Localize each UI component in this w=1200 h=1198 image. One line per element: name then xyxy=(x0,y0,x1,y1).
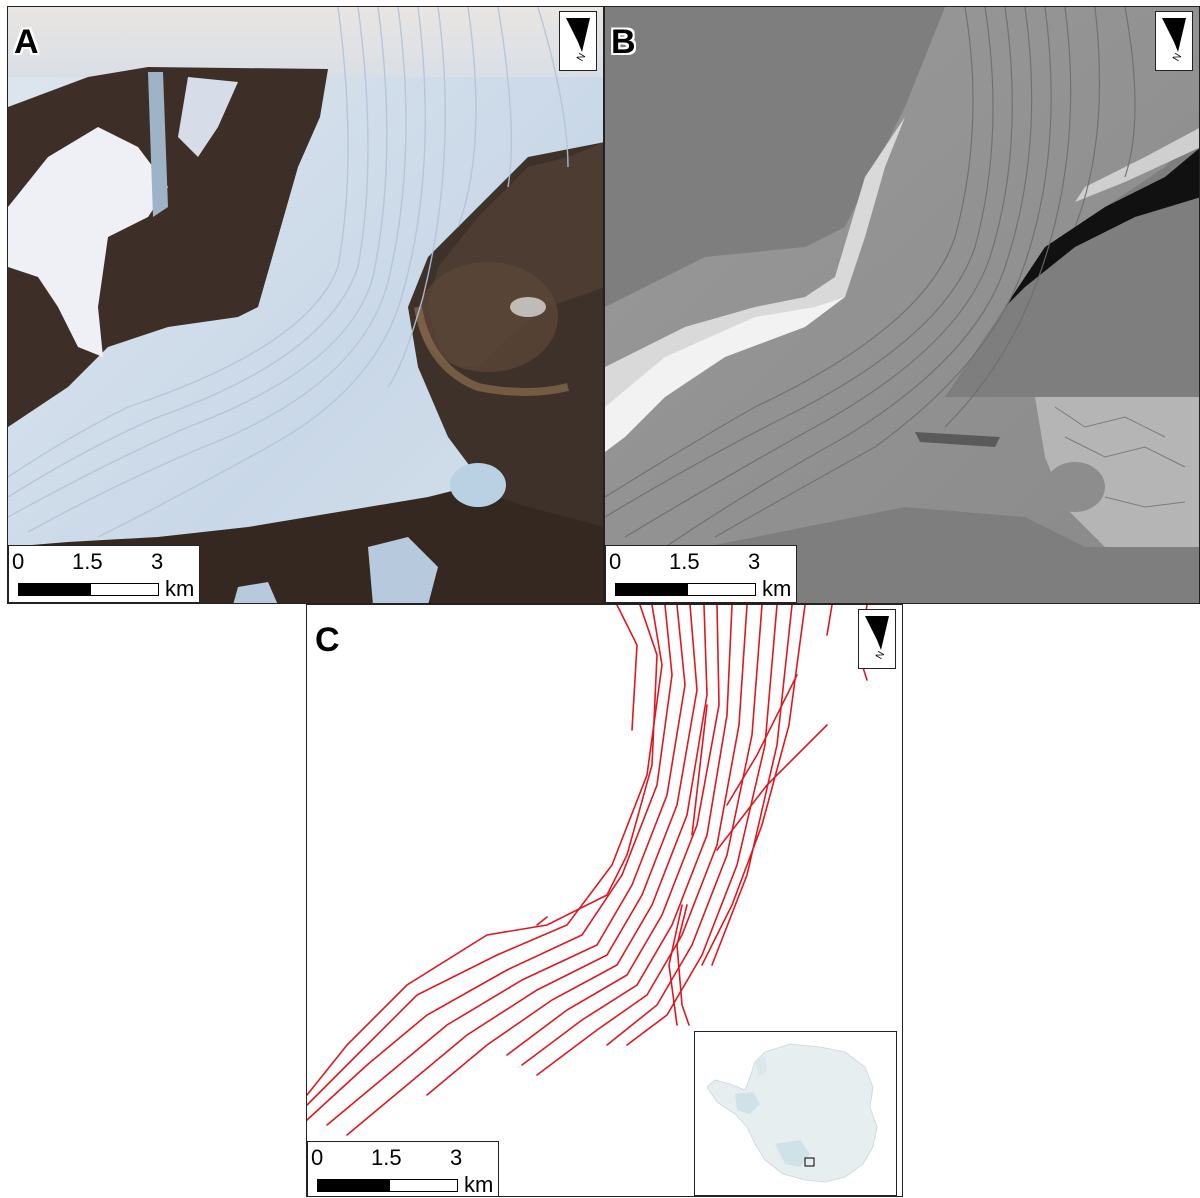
flowline xyxy=(536,916,548,926)
flowline xyxy=(606,605,763,1046)
flowline xyxy=(711,605,793,966)
scale-tick-1-5: 1.5 xyxy=(371,1145,402,1170)
antarctica-inset-map xyxy=(694,1031,897,1196)
scale-tick-3: 3 xyxy=(748,549,761,574)
flowline xyxy=(506,605,720,1056)
north-arrow-b: N xyxy=(1155,11,1193,71)
scale-unit: km xyxy=(762,576,792,601)
scale-tick-0: 0 xyxy=(12,549,25,574)
flowline xyxy=(426,605,708,1096)
study-area-box xyxy=(804,1157,815,1167)
scale-unit: km xyxy=(464,1172,494,1197)
panel-b-hillshade-map: B N 0 1.5 3 km xyxy=(604,6,1200,604)
north-arrow-a: N xyxy=(559,11,597,71)
flowline xyxy=(726,674,798,806)
flowline xyxy=(716,724,828,851)
scale-bar-white-segment xyxy=(90,583,159,596)
north-arrow-c: N xyxy=(858,609,896,669)
flowline xyxy=(326,605,686,1126)
scale-tick-3: 3 xyxy=(151,549,164,574)
panel-letter-c: C xyxy=(315,621,340,659)
flowline xyxy=(701,605,806,966)
panel-letter-a: A xyxy=(14,23,39,61)
flowline xyxy=(307,605,673,1121)
scale-tick-3: 3 xyxy=(450,1145,463,1170)
antarctica-locator-icon xyxy=(706,1043,878,1183)
scale-bar-black-segment xyxy=(317,1179,389,1192)
scale-bar-c: 0 1.5 3 km xyxy=(307,1141,499,1197)
flowline xyxy=(536,605,748,1076)
flowline xyxy=(668,904,683,1026)
flowline xyxy=(616,605,638,731)
scale-bar-black-segment xyxy=(615,583,687,596)
scale-bar-black-segment xyxy=(18,583,90,596)
flowline xyxy=(307,605,658,1096)
north-arrow-icon xyxy=(566,18,590,52)
north-arrow-icon xyxy=(865,616,889,650)
flowline xyxy=(676,904,690,1026)
scale-tick-0: 0 xyxy=(609,549,622,574)
scale-bar-white-segment xyxy=(389,1179,458,1192)
panel-letter-b: B xyxy=(611,23,636,61)
flowline xyxy=(626,605,778,1046)
north-arrow-icon xyxy=(1162,18,1186,52)
flowline xyxy=(691,704,708,836)
scale-unit: km xyxy=(165,576,195,601)
scale-bar-a: 0 1.5 3 km xyxy=(8,545,200,603)
flowline xyxy=(521,605,733,1066)
scale-tick-1-5: 1.5 xyxy=(72,549,103,574)
panel-a-satellite-map: A N 0 1.5 3 km xyxy=(7,6,604,604)
satellite-imagery xyxy=(8,7,603,603)
flowline-map xyxy=(307,605,902,1196)
flowline xyxy=(346,605,698,1136)
scale-bar-white-segment xyxy=(687,583,756,596)
hillshade-imagery xyxy=(605,7,1199,603)
scale-bar-b: 0 1.5 3 km xyxy=(605,545,797,603)
flowline xyxy=(826,605,833,636)
panel-c-flowline-map: C N 0 1.5 3 km xyxy=(306,604,903,1197)
scale-tick-1-5: 1.5 xyxy=(669,549,700,574)
flowline xyxy=(307,605,663,1106)
scale-tick-0: 0 xyxy=(311,1145,324,1170)
